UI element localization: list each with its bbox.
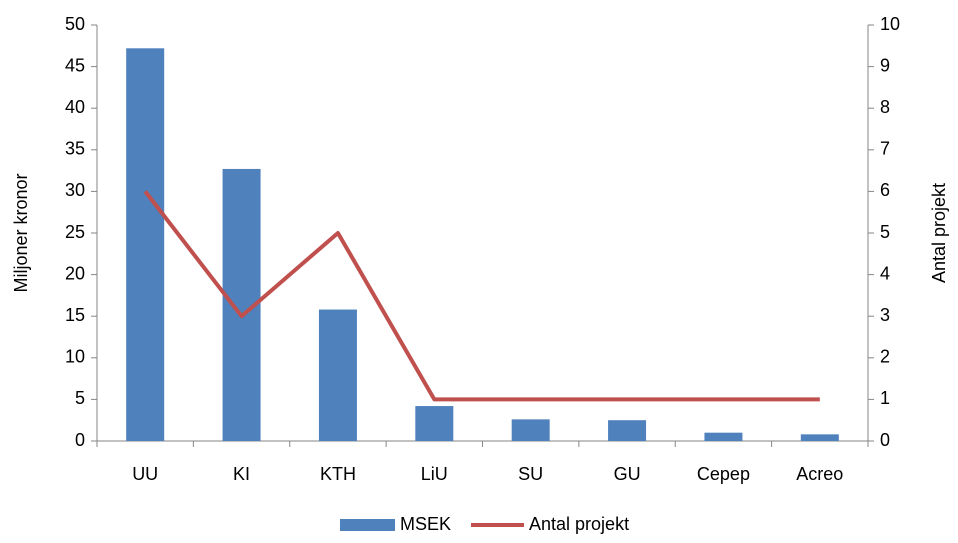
y-tick-label: 35 bbox=[65, 139, 85, 159]
bar bbox=[608, 420, 647, 441]
bar bbox=[800, 434, 839, 441]
line bbox=[143, 190, 820, 402]
bar bbox=[704, 432, 743, 441]
x-tick-label: SU bbox=[518, 464, 543, 484]
y2-tick-label: 5 bbox=[880, 222, 890, 242]
bar bbox=[318, 309, 357, 441]
y-tick-label: 30 bbox=[65, 180, 85, 200]
y-tick-label: 15 bbox=[65, 305, 85, 325]
y2-axis-label: Antal projekt bbox=[929, 183, 949, 283]
y2-tick-label: 9 bbox=[880, 55, 890, 75]
y2-tick-label: 0 bbox=[880, 430, 890, 450]
y2-tick-label: 3 bbox=[880, 305, 890, 325]
y-tick-label: 5 bbox=[75, 388, 85, 408]
x-tick-label: Acreo bbox=[796, 464, 843, 484]
x-tick-label: Cepep bbox=[697, 464, 750, 484]
x-tick-label: UU bbox=[132, 464, 158, 484]
x-tick-label: LiU bbox=[421, 464, 448, 484]
y2-tick-label: 8 bbox=[880, 97, 890, 117]
x-tick-label: KTH bbox=[320, 464, 356, 484]
x-tick-label: GU bbox=[614, 464, 641, 484]
y-tick-label: 45 bbox=[65, 55, 85, 75]
y-tick-label: 40 bbox=[65, 97, 85, 117]
y2-tick-label: 2 bbox=[880, 347, 890, 367]
y-tick-label: 0 bbox=[75, 430, 85, 450]
y2-tick-label: 10 bbox=[880, 14, 900, 34]
y-tick-label: 10 bbox=[65, 347, 85, 367]
y2-tick-label: 4 bbox=[880, 263, 890, 283]
legend-label: Antal projekt bbox=[529, 514, 629, 534]
y2-tick-label: 1 bbox=[880, 388, 890, 408]
bar bbox=[511, 419, 550, 441]
x-tick-label: KI bbox=[233, 464, 250, 484]
y2-tick-label: 6 bbox=[880, 180, 890, 200]
bar bbox=[415, 406, 454, 441]
legend-swatch bbox=[340, 519, 395, 531]
y-tick-label: 50 bbox=[65, 14, 85, 34]
y-axis-label: Miljoner kronor bbox=[11, 173, 31, 292]
y2-tick-label: 7 bbox=[880, 139, 890, 159]
bar bbox=[126, 48, 165, 442]
legend-label: MSEK bbox=[400, 514, 451, 534]
y-tick-label: 20 bbox=[65, 263, 85, 283]
y-tick-label: 25 bbox=[65, 222, 85, 242]
